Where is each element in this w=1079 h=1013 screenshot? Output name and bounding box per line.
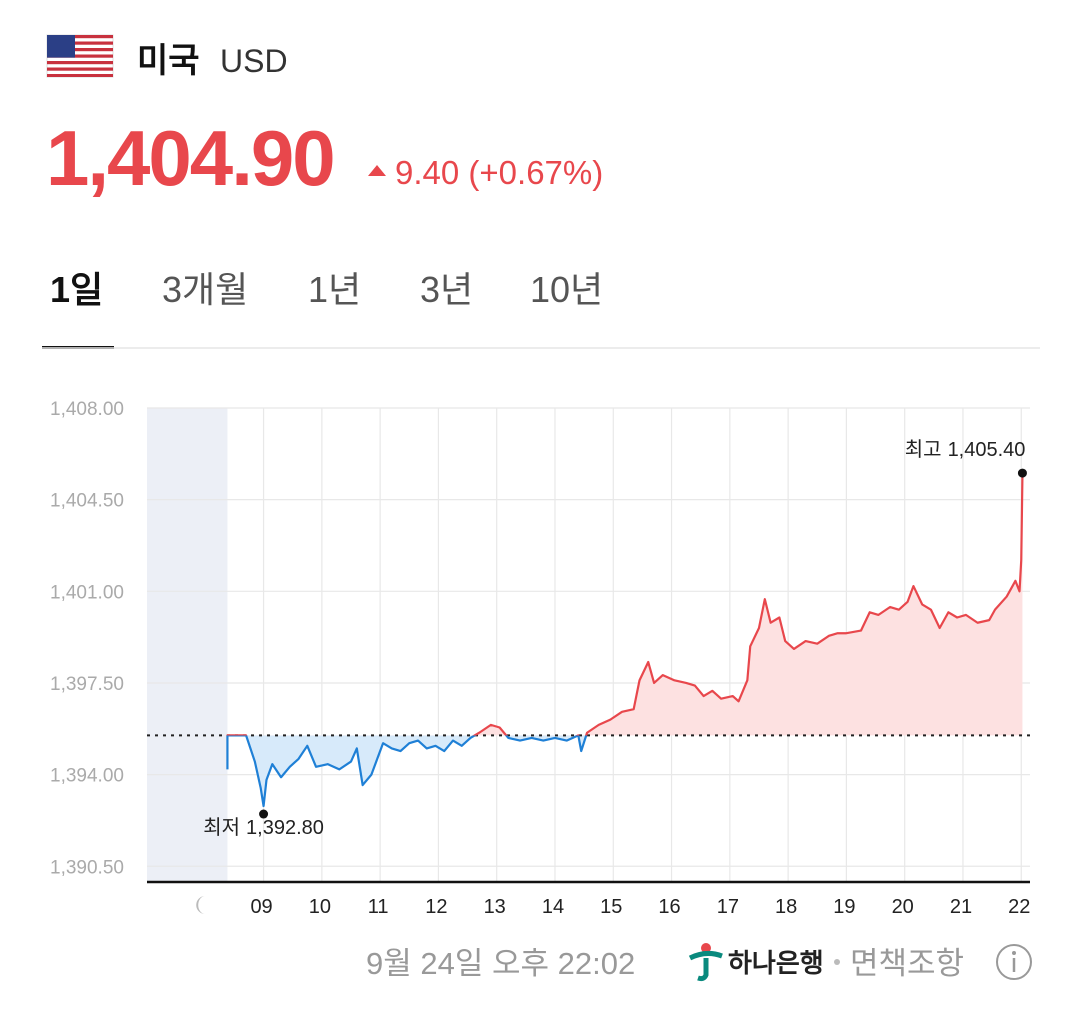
change-value: 9.40 (395, 154, 459, 191)
separator-dot (834, 959, 840, 965)
currency-code: USD (220, 43, 288, 79)
high-point (1017, 468, 1027, 478)
high-label: 최고 1,405.40 (905, 438, 1026, 461)
period-tab[interactable]: 1일 (50, 269, 103, 310)
x-tick-label: 13 (484, 896, 506, 918)
bank-logo (688, 943, 723, 982)
low-label-value: 1,392.80 (246, 817, 324, 839)
change-percent: (+0.67%) (468, 154, 603, 191)
y-tick-label: 1,394.00 (50, 766, 124, 787)
x-tick-label: 20 (892, 896, 914, 918)
x-tick-label: 21 (950, 896, 972, 918)
y-tick-label: 1,404.50 (50, 491, 124, 512)
x-tick-label: 14 (542, 896, 564, 918)
low-label: 최저 1,392.80 (203, 816, 324, 839)
price-chart: 1,390.50 1,394.00 1,397.50 1,401.00 1,404.50… (50, 399, 1030, 918)
x-tick-label: 12 (425, 896, 447, 918)
x-tick-label: 11 (368, 896, 389, 918)
x-tick-label: 16 (658, 896, 680, 918)
x-tick-label: 10 (309, 896, 331, 918)
timestamp: 9월 24일 오후 22:02 (366, 946, 635, 981)
x-tick-label: 09 (250, 896, 272, 918)
x-tick-label: 19 (833, 896, 855, 918)
y-tick-label: 1,408.00 (50, 399, 124, 420)
night-region (147, 408, 228, 882)
high-label-value: 1,405.40 (948, 439, 1026, 461)
period-tab[interactable]: 3년 (420, 269, 473, 310)
low-label-text: 최저 (203, 816, 240, 839)
up-arrow-icon (368, 165, 386, 176)
us-flag (46, 34, 114, 78)
x-tick-label: 17 (717, 896, 739, 918)
high-label-text: 최고 (905, 438, 942, 461)
period-tab[interactable]: 10년 (530, 269, 603, 310)
period-tab[interactable]: 1년 (308, 269, 361, 310)
info-icon[interactable] (996, 944, 1032, 980)
x-tick-label: 18 (775, 896, 797, 918)
bank-name: 하나은행 (728, 948, 824, 978)
y-tick-label: 1,390.50 (50, 857, 124, 878)
country-name: 미국 (137, 42, 200, 80)
x-tick-label: 22 (1008, 896, 1030, 918)
change: 9.40 (+0.67%) (395, 154, 603, 191)
price: 1,404.90 (46, 114, 334, 202)
y-tick-label: 1,401.00 (50, 582, 124, 603)
period-tabs: 1일 3개월 1년 3년 10년 (42, 269, 603, 349)
period-tab[interactable]: 3개월 (162, 269, 248, 310)
moon-icon (196, 896, 206, 914)
area (227, 476, 1023, 807)
price-line (226, 476, 1024, 808)
low-point (259, 809, 269, 819)
disclaimer-link[interactable]: 면책조항 (850, 946, 964, 981)
x-tick-label: 15 (600, 896, 622, 918)
y-tick-label: 1,397.50 (50, 674, 124, 695)
